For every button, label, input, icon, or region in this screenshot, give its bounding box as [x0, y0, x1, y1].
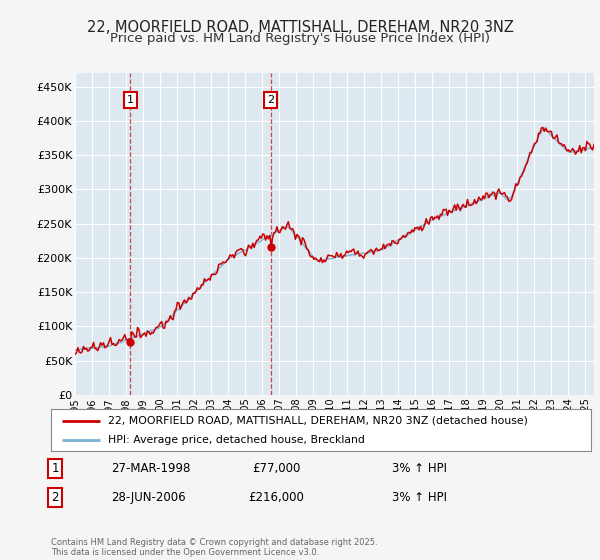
Text: 3% ↑ HPI: 3% ↑ HPI [392, 491, 448, 504]
Text: 28-JUN-2006: 28-JUN-2006 [111, 491, 185, 504]
Text: 2: 2 [267, 95, 274, 105]
Text: Price paid vs. HM Land Registry's House Price Index (HPI): Price paid vs. HM Land Registry's House … [110, 32, 490, 45]
Text: 1: 1 [127, 95, 134, 105]
Text: £77,000: £77,000 [252, 462, 300, 475]
Text: 27-MAR-1998: 27-MAR-1998 [111, 462, 190, 475]
Text: Contains HM Land Registry data © Crown copyright and database right 2025.
This d: Contains HM Land Registry data © Crown c… [51, 538, 377, 557]
Text: 3% ↑ HPI: 3% ↑ HPI [392, 462, 448, 475]
Text: 22, MOORFIELD ROAD, MATTISHALL, DEREHAM, NR20 3NZ (detached house): 22, MOORFIELD ROAD, MATTISHALL, DEREHAM,… [108, 416, 527, 426]
Text: £216,000: £216,000 [248, 491, 304, 504]
Text: HPI: Average price, detached house, Breckland: HPI: Average price, detached house, Brec… [108, 435, 365, 445]
Text: 22, MOORFIELD ROAD, MATTISHALL, DEREHAM, NR20 3NZ: 22, MOORFIELD ROAD, MATTISHALL, DEREHAM,… [86, 20, 514, 35]
Text: 1: 1 [52, 462, 59, 475]
Text: 2: 2 [52, 491, 59, 504]
